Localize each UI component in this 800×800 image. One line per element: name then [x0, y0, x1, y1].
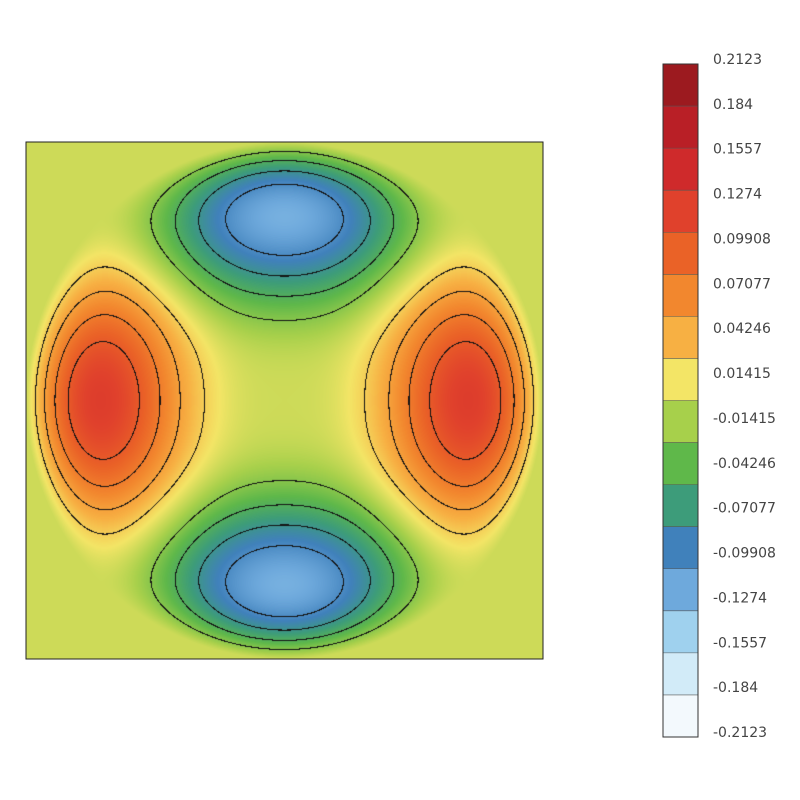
colorbar-tick-label: 0.1274: [713, 187, 762, 203]
colorbar-band: [663, 694, 698, 738]
colorbar-tick-label: 0.07077: [713, 276, 771, 292]
colorbar-tick-label: 0.04246: [713, 321, 771, 337]
colorbar-tick-label: -0.04246: [713, 456, 776, 472]
colorbar-band: [663, 610, 698, 654]
plot-frame: [25, 141, 544, 660]
colorbar-tick-label: -0.01415: [713, 411, 776, 427]
colorbar-tick-label: -0.1274: [713, 590, 767, 606]
colorbar: 0.2123 0.184 0.1557 0.1274 0.09908 0.07077 0.0…: [662, 52, 776, 741]
colorbar-tick-label: 0.01415: [713, 366, 771, 382]
colorbar-band: [663, 106, 698, 149]
colorbar-tick-label: -0.184: [713, 680, 758, 696]
colorbar-band: [663, 148, 698, 191]
colorbar-frame: [662, 63, 699, 738]
colorbar-band: [663, 568, 698, 612]
colorbar-band: [663, 400, 698, 444]
colorbar-band: [663, 442, 698, 486]
colorbar-band: [663, 274, 698, 317]
colorbar-tick-label: -0.1557: [713, 635, 767, 651]
colorbar-tick-label: -0.07077: [713, 501, 776, 517]
colorbar-tick-label: -0.2123: [713, 725, 767, 741]
colorbar-tick-label: 0.184: [713, 97, 753, 113]
colorbar-band: [663, 232, 698, 275]
colorbar-band: [663, 64, 698, 107]
colorbar-band: [663, 484, 698, 528]
colorbar-tick-label: 0.09908: [713, 231, 771, 247]
colorbar-tick-label: -0.09908: [713, 546, 776, 562]
colorbar-band: [663, 190, 698, 233]
colorbar-band: [663, 358, 698, 401]
colorbar-tick-label: 0.1557: [713, 142, 762, 158]
colorbar-band: [663, 316, 698, 359]
heatmap-field: [26, 142, 543, 659]
colorbar-band: [663, 652, 698, 696]
heatmap-image: [26, 142, 543, 659]
colorbar-tick-label: 0.2123: [713, 52, 762, 68]
colorbar-band: [663, 526, 698, 570]
